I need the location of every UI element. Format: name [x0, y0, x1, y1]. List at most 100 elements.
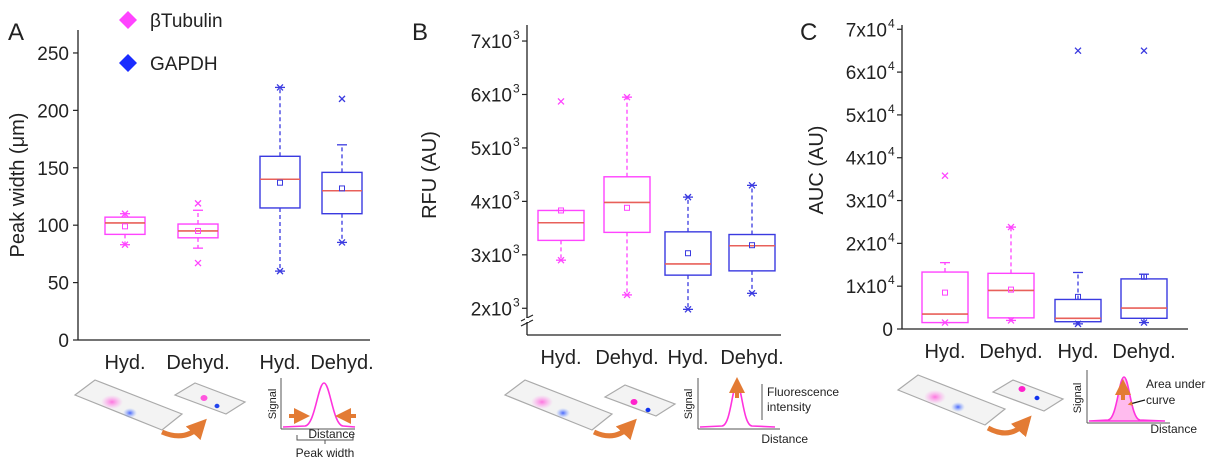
diagram-b-xlabel: Distance — [761, 432, 808, 446]
mean-marker — [1008, 286, 1014, 293]
y-tick-label: 0 — [58, 331, 69, 352]
outlier-marker — [748, 181, 756, 189]
outlier-marker — [1007, 223, 1015, 231]
schematic-c: Signal Distance Area under curve — [896, 370, 1205, 438]
outlier-marker — [1074, 47, 1082, 55]
y-tick-label: 4x10 — [846, 149, 887, 170]
y-tick-label: 1x10 — [846, 277, 887, 298]
schematic-b: Signal Distance Fluorescence intensity — [503, 377, 839, 446]
schematic-a: Signal Distance Peak width — [73, 378, 356, 460]
outlier-marker — [194, 259, 202, 267]
box-body — [921, 271, 969, 324]
mean-marker — [339, 185, 345, 192]
legend-label-gapdh: GAPDH — [150, 54, 218, 75]
legend-marker-tubulin — [119, 11, 137, 29]
diagram-b-annotation-line2: intensity — [767, 400, 811, 414]
box-4 — [728, 181, 776, 297]
diagram-a-ylabel: Signal — [267, 389, 279, 420]
y-tick-label: 4x10 — [471, 192, 512, 213]
box-body — [728, 233, 776, 272]
outlier-marker — [276, 267, 284, 275]
y-tick-exponent: 4 — [888, 102, 895, 116]
outlier-marker — [338, 95, 346, 103]
x-tick-label: Hyd. — [1057, 341, 1098, 363]
outlier-marker — [748, 289, 756, 297]
diagram-b-ylabel: Signal — [683, 389, 695, 420]
box-2 — [603, 93, 651, 299]
x-tick-label: Dehyd. — [310, 352, 373, 374]
x-tick-label: Dehyd. — [595, 347, 658, 369]
slide-illustration — [73, 379, 247, 441]
y-tick-exponent: 4 — [888, 273, 895, 287]
y-tick-label: 2x10 — [471, 299, 512, 320]
diagram-c-annotation-line2: curve — [1146, 393, 1176, 407]
panel-letter-a: A — [8, 19, 24, 46]
box-body — [1120, 278, 1168, 319]
box-3 — [1054, 47, 1102, 328]
mean-marker — [685, 250, 691, 257]
panel-letter-c: C — [800, 19, 817, 46]
outlier-marker — [557, 256, 565, 264]
x-tick-label: Dehyd. — [166, 352, 229, 374]
signal-diagram-peak-width: Signal Distance Peak width — [267, 378, 356, 460]
y-axis-label: AUC (AU) — [806, 126, 828, 215]
outlier-marker — [1074, 320, 1082, 328]
diagram-a-xlabel: Distance — [308, 427, 355, 441]
box-1 — [104, 210, 146, 249]
y-tick-label: 250 — [37, 44, 69, 65]
y-tick-label: 100 — [37, 216, 69, 237]
y-tick-label: 0 — [882, 320, 893, 341]
outlier-marker — [1140, 319, 1148, 327]
y-tick-exponent: 3 — [513, 242, 520, 256]
x-tick-label: Hyd. — [924, 341, 965, 363]
y-tick-exponent: 3 — [513, 81, 520, 95]
diagram-c-xlabel: Distance — [1150, 422, 1197, 436]
box-body — [987, 272, 1035, 319]
y-tick-label: 7x10 — [846, 20, 887, 41]
x-tick-label: Dehyd. — [720, 347, 783, 369]
legend: βTubulin GAPDH — [119, 11, 223, 75]
diagram-c-annotation-line1: Area under — [1146, 377, 1205, 391]
box-body — [537, 209, 585, 242]
outlier-marker — [557, 97, 565, 105]
outlier-marker — [941, 319, 949, 327]
mean-marker — [558, 207, 564, 214]
diagram-b-annotation-line1: Fluorescence — [767, 385, 839, 399]
box-1 — [921, 172, 969, 327]
outlier-marker — [338, 238, 346, 246]
signal-diagram-fluorescence: Signal Distance Fluorescence intensity — [683, 377, 839, 446]
y-tick-label: 5x10 — [471, 139, 512, 160]
y-tick-label: 150 — [37, 159, 69, 180]
mean-marker — [942, 289, 948, 296]
y-tick-label: 7x10 — [471, 32, 512, 53]
legend-item-tubulin: βTubulin — [119, 11, 223, 32]
slide-illustration — [896, 374, 1065, 438]
y-tick-label: 6x10 — [471, 85, 512, 106]
outlier-marker — [1140, 47, 1148, 55]
box-4 — [1120, 47, 1168, 327]
box-body — [104, 216, 146, 236]
y-tick-label: 200 — [37, 101, 69, 122]
outlier-marker — [121, 241, 129, 249]
diagram-c-ylabel: Signal — [1072, 383, 1084, 414]
y-tick-exponent: 3 — [513, 135, 520, 149]
x-tick-label: Hyd. — [104, 352, 145, 374]
outlier-marker — [623, 93, 631, 101]
x-tick-label: Dehyd. — [979, 341, 1042, 363]
y-tick-exponent: 4 — [888, 230, 895, 244]
y-axis-label: Peak width (μm) — [7, 113, 29, 258]
y-tick-exponent: 4 — [888, 59, 895, 73]
box-3 — [664, 193, 712, 313]
outlier-marker — [684, 193, 692, 201]
x-tick-label: Hyd. — [540, 347, 581, 369]
mean-marker — [1075, 293, 1081, 300]
y-tick-exponent: 4 — [888, 188, 895, 202]
y-axis-label: RFU (AU) — [419, 131, 441, 219]
y-tick-exponent: 3 — [513, 188, 520, 202]
process-arrow — [592, 418, 637, 441]
y-tick-exponent: 4 — [888, 145, 895, 159]
slide-illustration — [503, 379, 677, 441]
mean-marker — [122, 223, 128, 230]
